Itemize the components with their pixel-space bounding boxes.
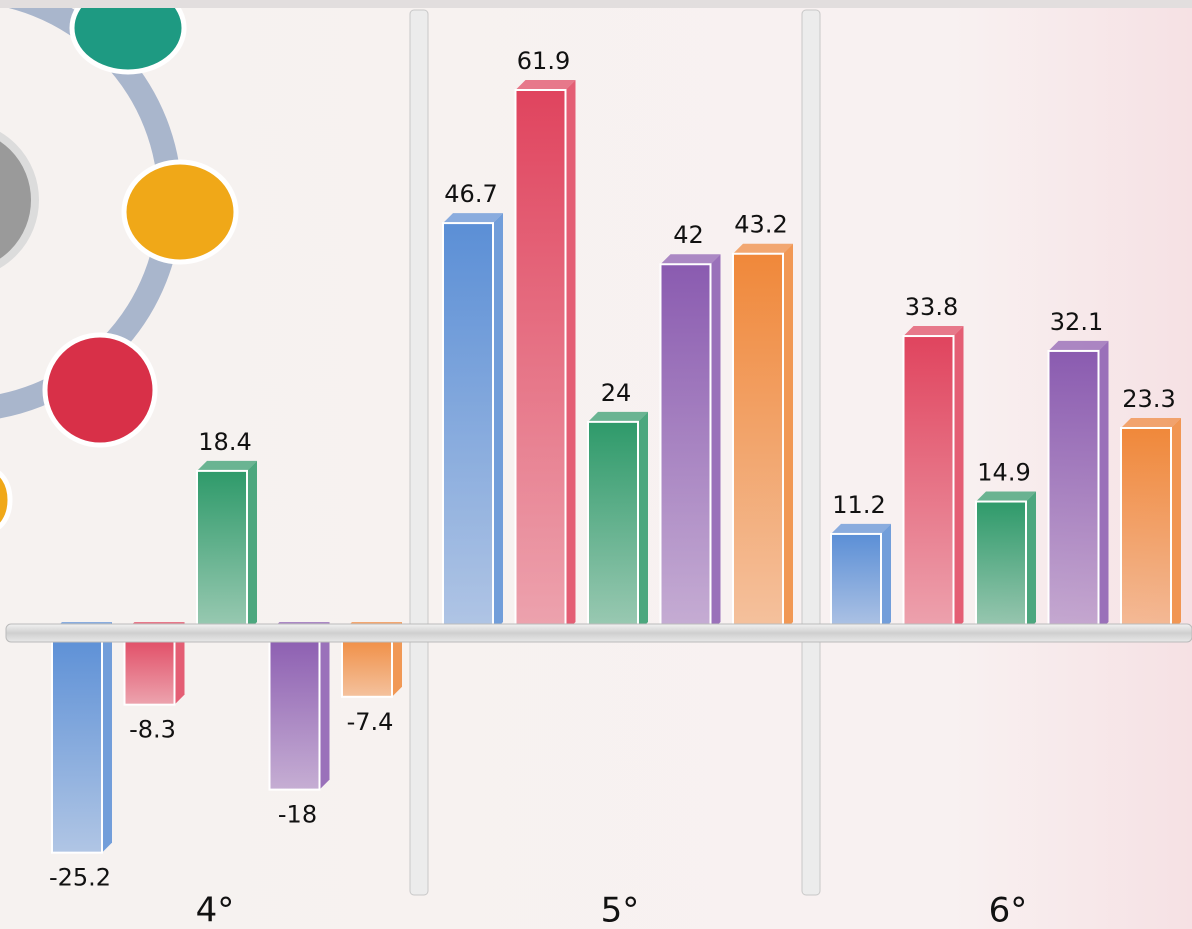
bar bbox=[51, 631, 103, 854]
bar-top bbox=[588, 411, 648, 422]
bar-side bbox=[1171, 417, 1181, 632]
value-label: 42 bbox=[673, 221, 704, 249]
bar-side bbox=[638, 411, 648, 632]
divider bbox=[409, 9, 429, 896]
value-label: -7.4 bbox=[347, 708, 394, 736]
bar-side bbox=[1098, 340, 1109, 632]
bar bbox=[732, 252, 784, 633]
decoration-wheel bbox=[0, 0, 239, 530]
bar bbox=[123, 631, 176, 706]
bar-top bbox=[976, 491, 1036, 502]
value-label: 43.2 bbox=[734, 211, 787, 239]
bar bbox=[659, 263, 712, 633]
value-label: 46.7 bbox=[444, 180, 497, 208]
top-band bbox=[0, 0, 1192, 8]
bar-top bbox=[1048, 340, 1109, 351]
bar-top bbox=[1121, 417, 1181, 428]
bar bbox=[830, 532, 882, 633]
bar-side bbox=[1026, 491, 1036, 632]
bar-side bbox=[247, 460, 257, 632]
bar-side bbox=[493, 213, 503, 632]
bar bbox=[268, 631, 321, 791]
bar-side bbox=[881, 523, 891, 632]
value-label: -25.2 bbox=[49, 864, 111, 892]
bar bbox=[196, 469, 248, 633]
bar bbox=[902, 335, 955, 633]
value-label: -8.3 bbox=[129, 716, 176, 744]
value-label: 18.4 bbox=[198, 428, 251, 456]
bar-top bbox=[443, 213, 503, 224]
bar-side bbox=[565, 80, 576, 632]
bar-side bbox=[953, 326, 964, 632]
x-tick-label: 6° bbox=[989, 891, 1028, 929]
bar bbox=[341, 631, 393, 698]
bar bbox=[1047, 349, 1100, 633]
bar-side bbox=[710, 254, 721, 633]
bar-top bbox=[903, 326, 964, 337]
bar-top bbox=[831, 523, 891, 534]
bar-top bbox=[197, 460, 257, 471]
bar-top bbox=[515, 80, 576, 90]
value-label: 23.3 bbox=[1122, 385, 1175, 413]
bar-side bbox=[174, 622, 185, 705]
x-tick-label: 5° bbox=[601, 891, 640, 929]
zero-rail bbox=[5, 623, 1192, 643]
bar bbox=[442, 222, 494, 634]
value-label: 14.9 bbox=[977, 459, 1030, 487]
x-tick-label: 4° bbox=[196, 891, 235, 929]
bar-side bbox=[319, 622, 330, 790]
value-label: 11.2 bbox=[832, 491, 885, 519]
bar bbox=[514, 89, 567, 633]
value-label: 33.8 bbox=[905, 293, 958, 321]
divider bbox=[801, 9, 821, 896]
bar bbox=[1120, 426, 1172, 634]
bar-top bbox=[660, 254, 721, 265]
bar bbox=[975, 500, 1027, 633]
labels: 4° -25.2 -8.3 18.4 -18 -7.4 5° 46.7 61.9 24 42 43.2… bbox=[49, 47, 1176, 929]
value-label: 32.1 bbox=[1050, 308, 1103, 336]
value-label: 61.9 bbox=[517, 47, 570, 75]
bar-side bbox=[102, 622, 112, 853]
value-label: -18 bbox=[278, 801, 317, 829]
bar-top bbox=[733, 243, 793, 254]
bar bbox=[587, 420, 639, 634]
value-label: 24 bbox=[601, 379, 632, 407]
bar-side bbox=[783, 243, 793, 632]
